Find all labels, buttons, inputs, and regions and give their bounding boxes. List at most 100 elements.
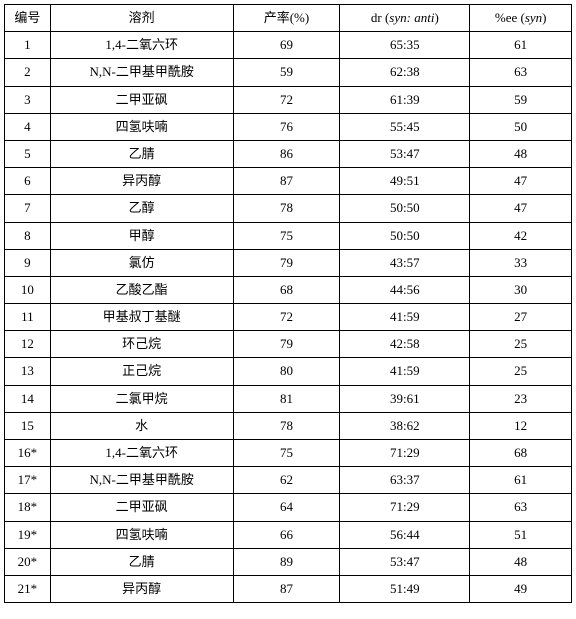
cell-solvent: N,N-二甲基甲酰胺 <box>50 59 233 86</box>
cell-solvent: 四氢呋喃 <box>50 113 233 140</box>
cell-idx: 13 <box>5 358 51 385</box>
cell-yield: 87 <box>233 575 340 602</box>
cell-solvent: 二甲亚砜 <box>50 86 233 113</box>
dr-prefix: dr ( <box>371 10 389 25</box>
cell-dr: 71:29 <box>340 440 470 467</box>
table-body: 11,4-二氧六环6965:35612N,N-二甲基甲酰胺5962:38633二… <box>5 32 572 603</box>
cell-idx: 12 <box>5 331 51 358</box>
cell-solvent: 氯仿 <box>50 249 233 276</box>
cell-yield: 64 <box>233 494 340 521</box>
dr-italic: syn: anti <box>389 10 434 25</box>
cell-dr: 53:47 <box>340 140 470 167</box>
table-row: 21*异丙醇8751:4949 <box>5 575 572 602</box>
cell-solvent: 异丙醇 <box>50 575 233 602</box>
cell-dr: 49:51 <box>340 168 470 195</box>
cell-idx: 17* <box>5 467 51 494</box>
cell-idx: 15 <box>5 412 51 439</box>
cell-yield: 80 <box>233 358 340 385</box>
cell-ee: 51 <box>470 521 572 548</box>
header-idx: 编号 <box>5 5 51 32</box>
cell-ee: 63 <box>470 494 572 521</box>
cell-idx: 1 <box>5 32 51 59</box>
cell-solvent: 二氯甲烷 <box>50 385 233 412</box>
cell-yield: 87 <box>233 168 340 195</box>
cell-solvent: 1,4-二氧六环 <box>50 440 233 467</box>
cell-yield: 76 <box>233 113 340 140</box>
cell-solvent: 甲基叔丁基醚 <box>50 304 233 331</box>
cell-solvent: 正己烷 <box>50 358 233 385</box>
cell-ee: 25 <box>470 331 572 358</box>
header-yield: 产率(%) <box>233 5 340 32</box>
cell-idx: 9 <box>5 249 51 276</box>
cell-idx: 21* <box>5 575 51 602</box>
table-row: 11,4-二氧六环6965:3561 <box>5 32 572 59</box>
cell-dr: 71:29 <box>340 494 470 521</box>
table-row: 15水7838:6212 <box>5 412 572 439</box>
cell-ee: 47 <box>470 168 572 195</box>
table-row: 6异丙醇8749:5147 <box>5 168 572 195</box>
cell-dr: 62:38 <box>340 59 470 86</box>
table-row: 14二氯甲烷8139:6123 <box>5 385 572 412</box>
cell-solvent: 乙酸乙酯 <box>50 276 233 303</box>
cell-yield: 78 <box>233 195 340 222</box>
cell-dr: 65:35 <box>340 32 470 59</box>
cell-yield: 69 <box>233 32 340 59</box>
table-row: 16*1,4-二氧六环7571:2968 <box>5 440 572 467</box>
cell-dr: 39:61 <box>340 385 470 412</box>
cell-ee: 68 <box>470 440 572 467</box>
cell-yield: 72 <box>233 304 340 331</box>
cell-dr: 42:58 <box>340 331 470 358</box>
cell-dr: 50:50 <box>340 195 470 222</box>
cell-ee: 61 <box>470 32 572 59</box>
table-row: 12环己烷7942:5825 <box>5 331 572 358</box>
cell-dr: 61:39 <box>340 86 470 113</box>
cell-solvent: 异丙醇 <box>50 168 233 195</box>
cell-dr: 53:47 <box>340 548 470 575</box>
cell-ee: 48 <box>470 548 572 575</box>
table-row: 17*N,N-二甲基甲酰胺6263:3761 <box>5 467 572 494</box>
table-row: 13正己烷8041:5925 <box>5 358 572 385</box>
ee-prefix: %ee ( <box>495 10 525 25</box>
table-row: 5乙腈8653:4748 <box>5 140 572 167</box>
data-table: 编号 溶剂 产率(%) dr (syn: anti) %ee (syn) 11,… <box>4 4 572 603</box>
cell-ee: 42 <box>470 222 572 249</box>
cell-idx: 5 <box>5 140 51 167</box>
cell-idx: 20* <box>5 548 51 575</box>
cell-solvent: 环己烷 <box>50 331 233 358</box>
cell-dr: 56:44 <box>340 521 470 548</box>
cell-yield: 72 <box>233 86 340 113</box>
cell-idx: 7 <box>5 195 51 222</box>
cell-ee: 12 <box>470 412 572 439</box>
cell-solvent: N,N-二甲基甲酰胺 <box>50 467 233 494</box>
ee-suffix: ) <box>542 10 546 25</box>
cell-ee: 33 <box>470 249 572 276</box>
cell-idx: 16* <box>5 440 51 467</box>
cell-solvent: 乙醇 <box>50 195 233 222</box>
cell-ee: 63 <box>470 59 572 86</box>
cell-idx: 2 <box>5 59 51 86</box>
cell-yield: 86 <box>233 140 340 167</box>
cell-ee: 23 <box>470 385 572 412</box>
cell-solvent: 四氢呋喃 <box>50 521 233 548</box>
cell-solvent: 乙腈 <box>50 140 233 167</box>
cell-dr: 43:57 <box>340 249 470 276</box>
cell-yield: 79 <box>233 331 340 358</box>
header-dr: dr (syn: anti) <box>340 5 470 32</box>
dr-suffix: ) <box>434 10 438 25</box>
cell-yield: 66 <box>233 521 340 548</box>
cell-ee: 50 <box>470 113 572 140</box>
cell-idx: 10 <box>5 276 51 303</box>
cell-dr: 44:56 <box>340 276 470 303</box>
cell-idx: 19* <box>5 521 51 548</box>
cell-idx: 4 <box>5 113 51 140</box>
ee-italic: syn <box>525 10 542 25</box>
cell-dr: 63:37 <box>340 467 470 494</box>
table-row: 18*二甲亚砜6471:2963 <box>5 494 572 521</box>
table-row: 19*四氢呋喃6656:4451 <box>5 521 572 548</box>
cell-solvent: 二甲亚砜 <box>50 494 233 521</box>
table-row: 9氯仿7943:5733 <box>5 249 572 276</box>
table-row: 2N,N-二甲基甲酰胺5962:3863 <box>5 59 572 86</box>
cell-idx: 14 <box>5 385 51 412</box>
table-row: 4四氢呋喃7655:4550 <box>5 113 572 140</box>
cell-dr: 51:49 <box>340 575 470 602</box>
